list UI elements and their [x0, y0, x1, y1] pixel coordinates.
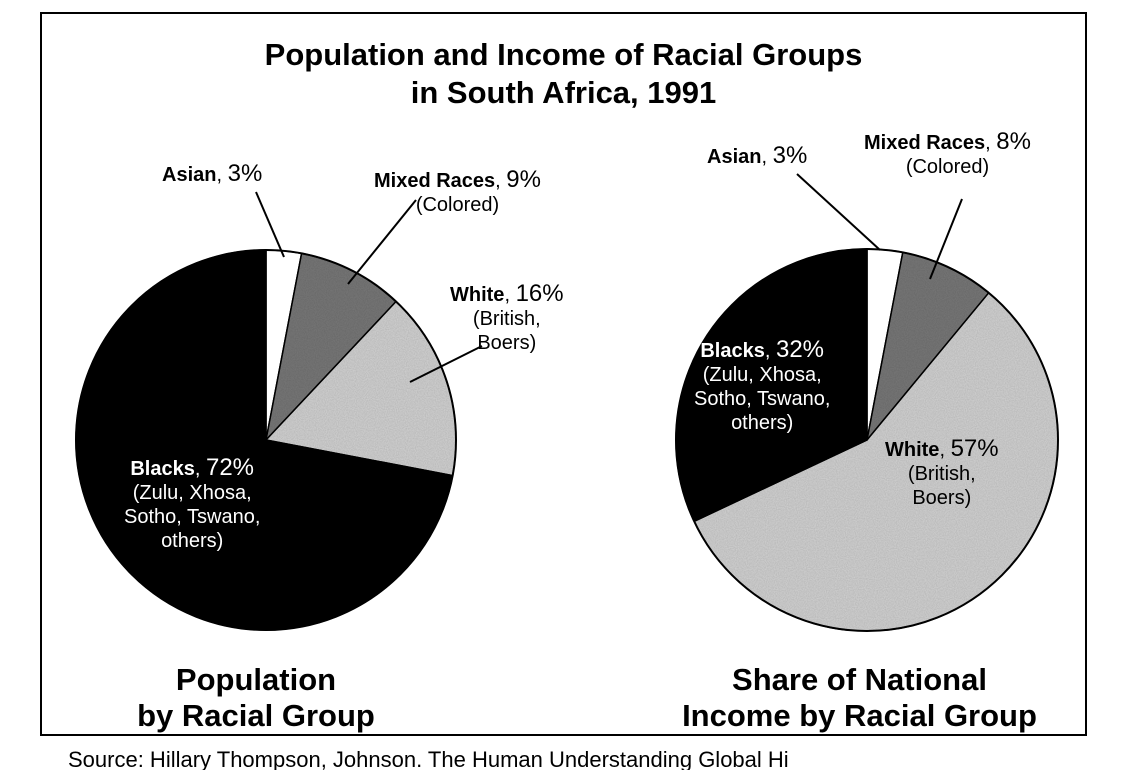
pie-population-leader-line — [347, 199, 417, 285]
caption-line-2: Income by Racial Group — [682, 698, 1037, 733]
caption-line-2: by Racial Group — [137, 698, 375, 733]
pie-income-leader-line — [796, 173, 881, 251]
pie-population-leader-line — [255, 191, 285, 258]
pie-income-leader-line — [929, 198, 963, 280]
pie-income-outline — [675, 248, 1059, 632]
pie-charts-canvas — [75, 173, 1059, 632]
pie-population-leader-line — [409, 345, 483, 383]
source-text: Source: Hillary Thompson, Johnson. The H… — [68, 747, 789, 770]
pie-income — [675, 173, 1059, 632]
pie-income-caption: Share of National Income by Racial Group — [667, 662, 1052, 734]
chart-title-line-2: in South Africa, 1991 — [410, 75, 717, 110]
caption-line-1: Share of National — [732, 662, 987, 697]
chart-title: Population and Income of Racial Groups i… — [42, 36, 1085, 112]
chart-frame: Population and Income of Racial Groups i… — [40, 12, 1087, 736]
caption-line-1: Population — [175, 662, 337, 697]
pie-population — [75, 191, 483, 631]
pie-population-outline — [75, 249, 457, 631]
chart-title-line-1: Population and Income of Racial Groups — [264, 37, 863, 72]
pie-population-caption: Population by Racial Group — [122, 662, 390, 734]
source-line-cropped: Source: Hillary Thompson, Johnson. The H… — [68, 744, 1080, 770]
